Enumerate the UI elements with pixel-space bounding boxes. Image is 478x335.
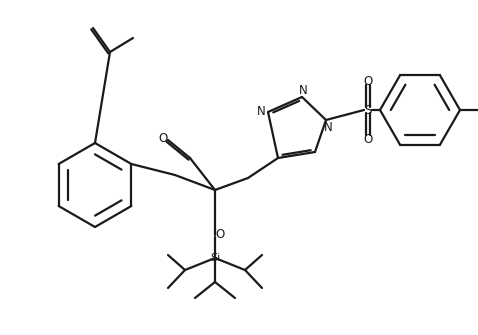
Text: O: O xyxy=(363,74,373,87)
Text: O: O xyxy=(363,133,373,145)
Text: N: N xyxy=(324,121,332,134)
Text: S: S xyxy=(364,104,372,117)
Text: O: O xyxy=(158,132,168,144)
Text: O: O xyxy=(216,228,225,242)
Text: Si: Si xyxy=(210,253,220,263)
Text: N: N xyxy=(257,105,265,118)
Text: N: N xyxy=(299,83,307,96)
